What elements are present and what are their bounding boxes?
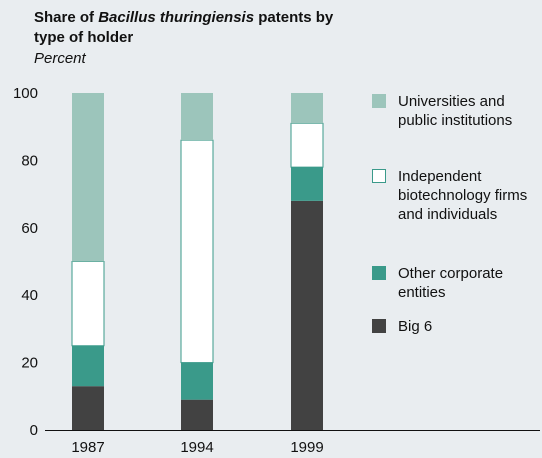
legend-item: Independent biotechnology firms and indi…: [372, 167, 542, 224]
y-tick-label: 20: [21, 355, 38, 372]
bar-segment: [291, 167, 323, 201]
bar-segment: [291, 93, 323, 124]
bar-segment: [71, 261, 105, 347]
y-tick-label: 60: [21, 220, 38, 237]
title-part: Bacillus thuringiensis: [98, 9, 255, 26]
y-tick-label: 0: [30, 422, 38, 439]
legend-item: Universities and public institutions: [372, 92, 542, 130]
legend-swatch: [372, 94, 386, 108]
y-tick-label: 80: [21, 152, 38, 169]
chart-title: Share of Bacillus thuringiensis patents …: [34, 8, 344, 48]
x-tick-label: 1999: [290, 439, 323, 456]
bar-segment: [181, 399, 213, 430]
y-tick-label: 100: [13, 85, 38, 102]
chart-subtitle: Percent: [34, 50, 86, 67]
x-tick-label: 1987: [71, 439, 104, 456]
legend-label: Big 6: [398, 318, 433, 335]
bar-segment: [72, 93, 104, 262]
legend-label: Other corporate entities: [398, 265, 504, 301]
bar-segment: [72, 345, 104, 387]
bar-segment: [291, 200, 323, 430]
bar-segment: [181, 362, 213, 400]
legend-swatch: [372, 319, 386, 333]
legend-label: Universities and public institutions: [398, 93, 513, 129]
legend-swatch: [372, 266, 386, 280]
y-tick-label: 40: [21, 287, 38, 304]
title-part: Share of: [34, 9, 99, 26]
bar-segment: [181, 93, 213, 141]
x-tick-label: 1994: [180, 439, 213, 456]
legend-label: Independent biotechnology firms and indi…: [398, 168, 528, 223]
bar-segment: [180, 139, 214, 364]
legend-item: Big 6: [372, 317, 542, 336]
legend-item: Other corporate entities: [372, 264, 542, 302]
title-part: patents by type of holder: [34, 9, 334, 46]
bar-segment: [290, 122, 324, 168]
legend-swatch: [372, 169, 386, 183]
bar-segment: [72, 386, 104, 430]
